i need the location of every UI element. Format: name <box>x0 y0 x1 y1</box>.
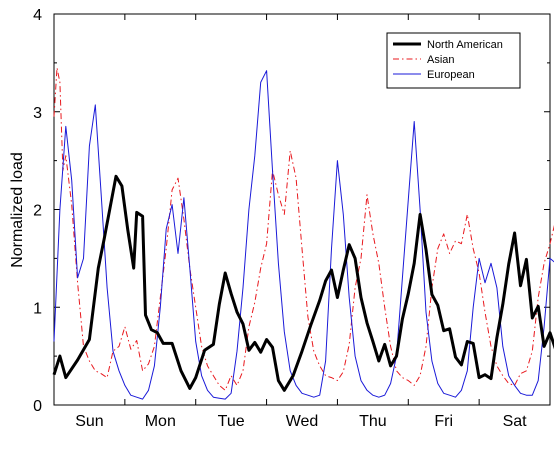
legend-label-north-american: North American <box>427 39 503 51</box>
x-tick-label-tue: Tue <box>218 413 245 430</box>
series-line-north-american <box>52 174 554 392</box>
y-tick-label-2: 2 <box>33 203 42 220</box>
y-tick-label-0: 0 <box>33 398 42 415</box>
y-axis-label: Normalized load <box>9 152 26 268</box>
legend-label-asian: Asian <box>427 54 455 66</box>
x-tick-label-wed: Wed <box>286 413 319 430</box>
x-tick-label-sun: Sun <box>75 413 103 430</box>
legend: North American Asian European <box>386 32 521 89</box>
x-tick-label-sat: Sat <box>503 413 528 430</box>
x-tick-label-mon: Mon <box>145 413 176 430</box>
series-line-european <box>53 70 554 400</box>
legend-box <box>386 32 521 89</box>
y-tick-label-4: 4 <box>33 7 42 24</box>
plot-area: 0 1 2 3 4 Sun Mon Tue Wed Thu Fri Sat <box>33 7 554 430</box>
y-tick-label-3: 3 <box>33 105 42 122</box>
x-tick-label-thu: Thu <box>359 413 387 430</box>
y-tick-label-1: 1 <box>33 300 42 317</box>
legend-label-european: European <box>427 69 475 81</box>
x-tick-label-fri: Fri <box>434 413 453 430</box>
